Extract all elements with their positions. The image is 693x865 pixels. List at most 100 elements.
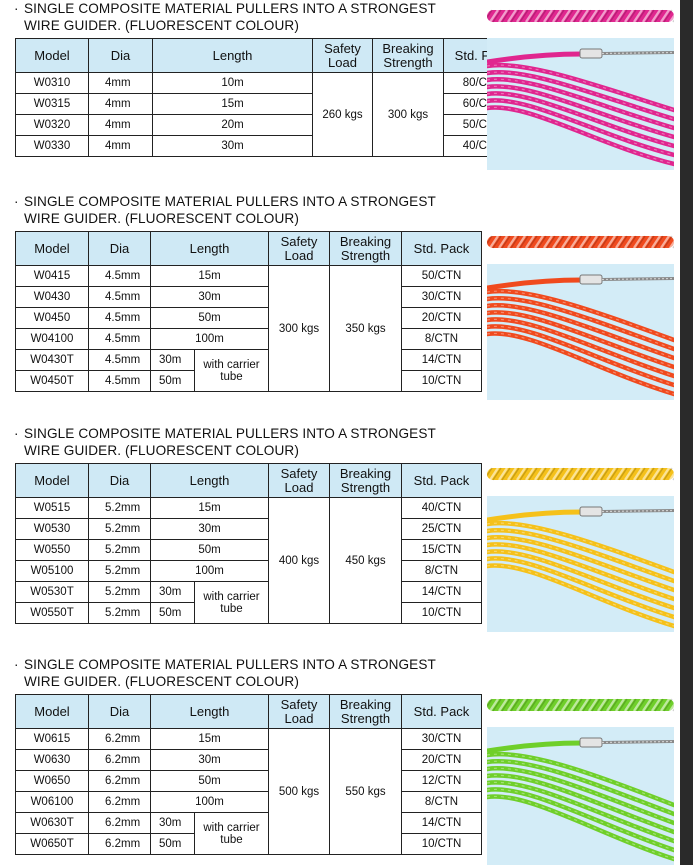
table-row: W0550T 5.2mm 50m 10/CTN [15, 602, 482, 624]
length-cell: 50m [150, 833, 195, 855]
model-cell: W0650 [15, 770, 89, 792]
spec-table: Model Dia Length Safety Load Breaking Stre… [15, 694, 482, 855]
pack-cell: 12/CTN [401, 770, 482, 792]
pack-cell: 14/CTN [401, 812, 482, 834]
braided-rope [487, 698, 674, 712]
length-cell: 100m [150, 560, 269, 582]
header-std-pack: Std. Pack [401, 694, 482, 729]
length-cell: 15m [152, 93, 313, 115]
pack-cell: 8/CTN [401, 791, 482, 813]
model-cell: W0650T [15, 833, 89, 855]
dia-cell: 4mm [88, 72, 153, 94]
model-cell: W0430T [15, 349, 89, 371]
dia-cell: 4.5mm [88, 370, 151, 392]
length-cell: 100m [150, 328, 269, 350]
header-std-pack: Std. Pack [401, 463, 482, 498]
header-breaking-strength: Breaking Strength [329, 231, 402, 266]
table-row: W0450T 4.5mm 50m 10/CTN [15, 370, 482, 392]
carrier-tube-note: with carrier tube [194, 349, 269, 392]
dia-cell: 5.2mm [88, 581, 151, 603]
breaking-strength-cell: 550 kgs [329, 728, 402, 855]
dia-cell: 4.5mm [88, 328, 151, 350]
dia-cell: 4.5mm [88, 307, 151, 329]
length-cell: 50m [150, 307, 269, 329]
length-cell: 30m [150, 581, 195, 603]
heading-line-1: SINGLE COMPOSITE MATERIAL PULLERS INTO A… [24, 1, 436, 16]
dia-cell: 4mm [88, 93, 153, 115]
table-row: W0515 5.2mm 15m 400 kgs 450 kgs 40/CTN [15, 497, 482, 624]
dia-cell: 4mm [88, 114, 153, 136]
header-length: Length [150, 231, 269, 266]
model-cell: W0310 [15, 72, 89, 94]
table-row: W0310 4mm 10m 260 kgs 300 kgs 80/CTN [15, 72, 522, 157]
dia-cell: 6.2mm [88, 791, 151, 813]
length-cell: 10m [152, 72, 313, 94]
model-cell: W04100 [15, 328, 89, 350]
pack-cell: 30/CTN [401, 286, 482, 308]
pack-cell: 15/CTN [401, 539, 482, 561]
header-safety-load: Safety Load [268, 463, 330, 498]
table-row: W0650T 6.2mm 50m 10/CTN [15, 833, 482, 855]
dia-cell: 5.2mm [88, 518, 151, 540]
breaking-strength-cell: 300 kgs [372, 72, 444, 157]
product-image [487, 235, 674, 400]
product-photo [487, 230, 674, 400]
table-row: W0630T 6.2mm 30m with carrier tube 14/CTN [15, 812, 482, 855]
header-model: Model [15, 463, 89, 498]
model-cell: W0450T [15, 370, 89, 392]
length-cell: 30m [150, 286, 269, 308]
length-cell: 30m [150, 349, 195, 371]
safety-load-cell: 400 kgs [268, 497, 330, 624]
braided-rope [487, 9, 674, 23]
dia-cell: 4mm [88, 135, 153, 157]
table-row: W0450 4.5mm 50m 20/CTN [15, 307, 482, 329]
model-cell: W0320 [15, 114, 89, 136]
table-row: W0330 4mm 30m 40/CTN [15, 135, 522, 157]
braided-rope [487, 467, 674, 481]
dia-cell: 4.5mm [88, 349, 151, 371]
pack-cell: 14/CTN [401, 349, 482, 371]
header-breaking-strength: Breaking Strength [329, 694, 402, 729]
table-row: W0430 4.5mm 30m 30/CTN [15, 286, 482, 308]
header-model: Model [15, 38, 89, 73]
header-safety-load: Safety Load [268, 694, 330, 729]
section-heading: · SINGLE COMPOSITE MATERIAL PULLERS INTO … [14, 193, 489, 227]
table-row: W0615 6.2mm 15m 500 kgs 550 kgs 30/CTN [15, 728, 482, 855]
pack-cell: 20/CTN [401, 749, 482, 771]
spec-table: Model Dia Length Safety Load Breaking Stre… [15, 38, 522, 157]
model-cell: W0415 [15, 265, 89, 287]
model-cell: W0515 [15, 497, 89, 519]
dia-cell: 6.2mm [88, 749, 151, 771]
length-cell: 30m [152, 135, 313, 157]
table-row: W0430T 4.5mm 30m with carrier tube 14/CTN [15, 349, 482, 392]
table-row: W0315 4mm 15m 60/CTN [15, 93, 522, 115]
table-row: W05100 5.2mm 100m 8/CTN [15, 560, 482, 582]
carrier-tube-note: with carrier tube [194, 581, 269, 624]
header-length: Length [152, 38, 313, 73]
dia-cell: 6.2mm [88, 833, 151, 855]
pack-cell: 8/CTN [401, 560, 482, 582]
header-std-pack: Std. Pack [401, 231, 482, 266]
dia-cell: 6.2mm [88, 728, 151, 750]
spec-table: Model Dia Length Safety Load Breaking Stre… [15, 463, 482, 624]
heading-line-1: SINGLE COMPOSITE MATERIAL PULLERS INTO A… [24, 426, 436, 441]
table-row: W0550 5.2mm 50m 15/CTN [15, 539, 482, 561]
product-photo [487, 462, 674, 632]
length-cell: 30m [150, 749, 269, 771]
model-cell: W0530 [15, 518, 89, 540]
page-edge [680, 0, 693, 865]
safety-load-cell: 500 kgs [268, 728, 330, 855]
model-cell: W0550T [15, 602, 89, 624]
model-cell: W0615 [15, 728, 89, 750]
length-cell: 50m [150, 602, 195, 624]
model-cell: W0630T [15, 812, 89, 834]
braided-rope [487, 235, 674, 249]
header-breaking-strength: Breaking Strength [372, 38, 444, 73]
breaking-strength-cell: 450 kgs [329, 497, 402, 624]
length-cell: 50m [150, 370, 195, 392]
dia-cell: 5.2mm [88, 560, 151, 582]
heading-line-2: WIRE GUIDER. (FLUORESCENT COLOUR) [24, 443, 299, 458]
section-heading: · SINGLE COMPOSITE MATERIAL PULLERS INTO … [14, 425, 489, 459]
length-cell: 20m [152, 114, 313, 136]
table-row: W0650 6.2mm 50m 12/CTN [15, 770, 482, 792]
